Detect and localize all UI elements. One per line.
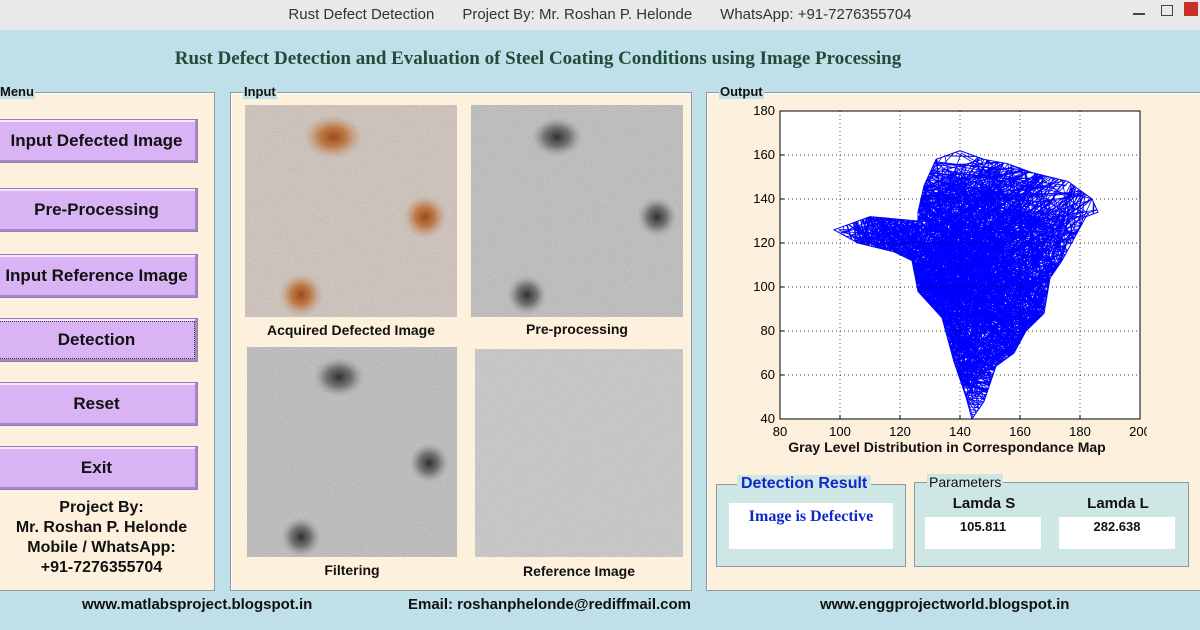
plot-ytick-label: 60 [761,367,775,382]
window-title-app: Rust Defect Detection [288,6,435,23]
detection-result-panel: Detection Result Image is Defective [716,475,906,567]
output-panel-label: Output [719,84,764,99]
plot-ytick-label: 180 [753,105,775,118]
maximize-icon[interactable] [1152,4,1182,24]
footer-blog-link[interactable]: www.matlabsproject.blogspot.in [82,596,313,613]
input-panel: Input Acquired Defected Image [230,84,692,591]
close-icon[interactable] [1180,2,1200,24]
plot-ytick-label: 100 [753,279,775,294]
credits-line-2: Mr. Roshan P. Helonde [15,519,188,536]
reset-button[interactable]: Reset [0,382,198,426]
page-title: Rust Defect Detection and Evaluation of … [174,48,902,69]
menu-panel-label: Menu [0,84,35,99]
plot-ytick-label: 80 [761,323,775,338]
detection-result-title: Detection Result [737,475,872,493]
detection-result-value: Image is Defective [729,503,893,549]
plot-xtick-label: 160 [1009,424,1031,439]
plot-xtick-label: 120 [889,424,911,439]
input-reference-image-button[interactable]: Input Reference Image [0,254,198,298]
minimize-icon[interactable] [1125,4,1155,24]
plot-series-outline [832,150,1099,421]
plot-xlabel: Gray Level Distribution in Correspondanc… [788,439,1106,455]
plot-ytick-label: 160 [753,147,775,162]
detection-button[interactable]: Detection [0,318,198,362]
window-title: Rust Defect Detection Project By: Mr. Ros… [0,0,1200,30]
footer-project-link[interactable]: www.enggprojectworld.blogspot.in [820,596,1070,613]
plot-xtick-label: 100 [829,424,851,439]
lamda-s-value: 105.811 [925,517,1041,549]
acquired-defected-image-caption: Acquired Defected Image [266,322,436,338]
plot-ytick-label: 120 [753,235,775,250]
plot-xtick-label: 200 [1129,424,1147,439]
pre-processing-button[interactable]: Pre-Processing [0,188,198,232]
exit-button[interactable]: Exit [0,446,198,490]
plot-ytick-label: 40 [761,411,775,426]
credits-line-3: Mobile / WhatsApp: [27,539,176,556]
credits-line-1: Project By: [59,499,144,516]
gray-level-plot: 80 100 120 140 160 180 200 40 60 80 100 120 140 160 18… [747,103,1151,445]
filtering-image [247,347,457,557]
lamda-l-value: 282.638 [1059,517,1175,549]
plot-ytick-label: 140 [753,191,775,206]
menu-panel: Menu Input Defected Image Pre-Processing… [0,84,215,591]
window-title-author: Project By: Mr. Roshan P. Helonde [462,6,693,23]
reference-image [475,349,683,557]
plot-xtick-label: 140 [949,424,971,439]
reference-image-caption: Reference Image [522,563,636,579]
credits-line-4: +91-7276355704 [40,559,163,576]
input-defected-image-button[interactable]: Input Defected Image [0,119,198,163]
project-credits: Project By: Mr. Roshan P. Helonde Mobile… [0,498,204,578]
parameters-title: Parameters [927,474,1004,490]
footer-email: Email: roshanphelonde@rediffmail.com [408,596,692,613]
input-panel-label: Input [243,84,277,99]
lamda-s-label: Lamda S [952,495,1016,512]
title-bar: Rust Defect Detection Project By: Mr. Ros… [0,0,1200,30]
gray-level-plot-svg: 80 100 120 140 160 180 200 40 60 80 100 120 140 160 18… [753,103,1151,439]
pre-processing-image [471,105,683,317]
plot-xtick-label: 180 [1069,424,1091,439]
filtering-caption: Filtering [324,562,380,578]
plot-xtick-label: 80 [773,424,787,439]
pre-processing-caption: Pre-processing [526,321,628,337]
parameters-panel: Parameters Lamda S 105.811 Lamda L 282.6… [914,474,1189,567]
lamda-l-label: Lamda L [1087,495,1149,512]
window-title-contact: WhatsApp: +91-7276355704 [720,6,912,23]
acquired-defected-image [245,105,457,317]
